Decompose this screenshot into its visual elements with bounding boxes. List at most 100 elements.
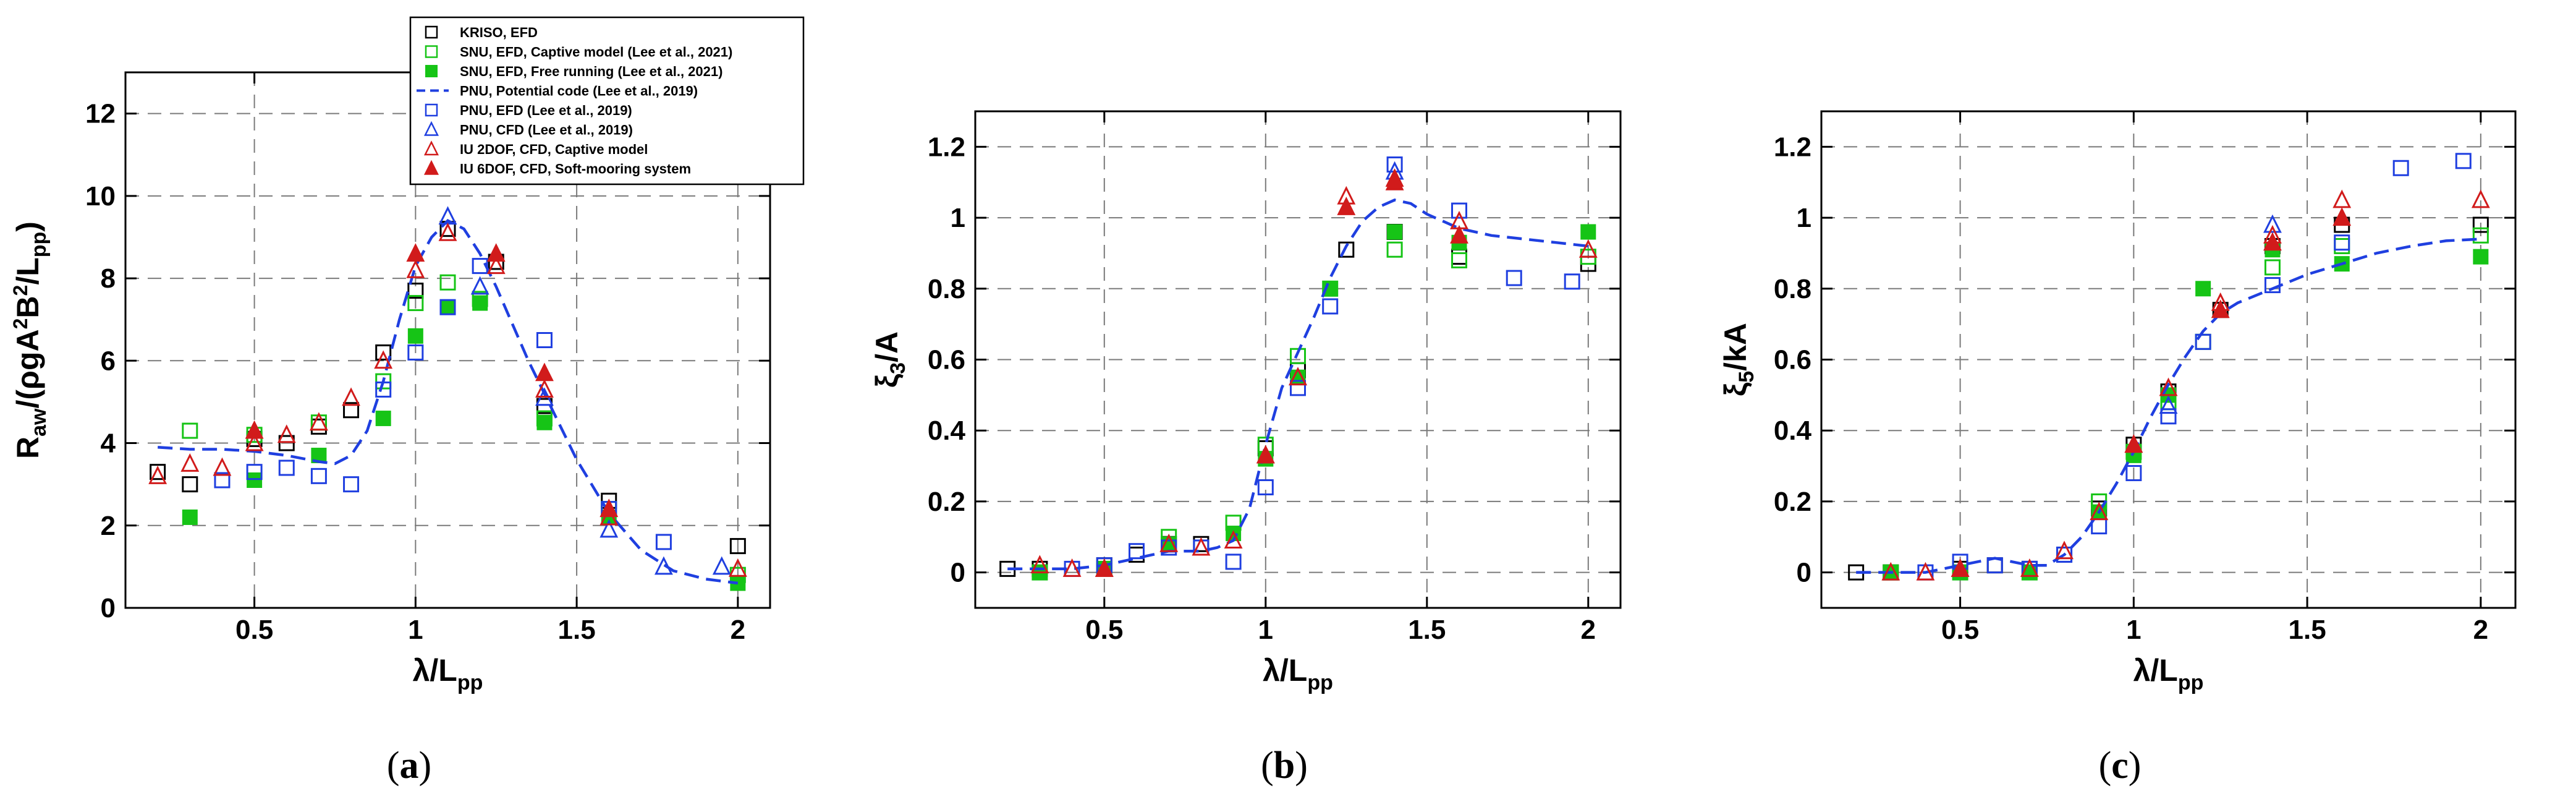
panel-label: (c) xyxy=(2099,745,2142,787)
data-point xyxy=(148,465,167,484)
x-tick-label: 1 xyxy=(1258,615,1273,645)
data-point xyxy=(2472,216,2489,233)
y-axis-label-main: R xyxy=(11,437,45,459)
data-point xyxy=(1322,298,1339,315)
series-3 xyxy=(1883,242,2489,581)
data-point xyxy=(343,402,360,419)
x-tick-label: 1.5 xyxy=(558,615,596,645)
chart-panel-2: 0.5 1 1.5 2 0 0.2 0.4 0.6 0.8 1 1.2 λ/Lpp ξ3/A (b) xyxy=(870,110,1622,787)
data-point xyxy=(1290,380,1306,396)
x-tick-label: 0.5 xyxy=(1085,615,1123,645)
data-point xyxy=(2211,299,2230,318)
panel-label-letter: a xyxy=(400,745,419,787)
legend-label: PNU, EFD (Lee et al., 2019) xyxy=(460,103,632,118)
series-6 xyxy=(1289,161,1404,386)
legend-item: SNU, EFD, Free running (Lee et al., 2021… xyxy=(425,64,722,79)
y-axis-label-rest: /kA xyxy=(1718,323,1753,371)
data-point xyxy=(1224,530,1243,549)
x-axis-label: λ/Lpp xyxy=(413,653,483,694)
data-point xyxy=(406,259,425,278)
data-point xyxy=(2334,234,2350,251)
series-7 xyxy=(148,222,747,577)
series-8 xyxy=(245,243,619,518)
data-point xyxy=(440,299,455,315)
series-5 xyxy=(1064,156,1580,577)
series-2 xyxy=(1883,227,2489,581)
data-point xyxy=(470,276,489,295)
data-point xyxy=(1161,539,1177,556)
series-3 xyxy=(182,295,746,591)
x-axis-label-main: λ/L xyxy=(413,653,457,688)
legend-box xyxy=(409,16,805,186)
data-point xyxy=(2159,377,2178,396)
y-tick-label: 6 xyxy=(101,346,116,376)
data-point xyxy=(1289,367,1307,386)
data-point xyxy=(728,558,747,577)
data-point xyxy=(1159,533,1179,552)
y-tick-label: 0.2 xyxy=(1774,487,1811,517)
series-line xyxy=(158,219,739,585)
data-point xyxy=(1129,543,1145,560)
data-point xyxy=(1506,270,1522,286)
panel-label-letter: c xyxy=(2111,745,2129,787)
x-tick-label: 2 xyxy=(1581,615,1596,645)
series-8 xyxy=(1951,207,2352,577)
y-tick-label: 4 xyxy=(101,429,116,459)
y-axis-label-sub: aw xyxy=(27,408,51,437)
data-point xyxy=(2332,207,2352,226)
data-point xyxy=(2263,232,2282,251)
x-tick-label: 2 xyxy=(2473,615,2488,645)
data-point xyxy=(1257,479,1274,495)
data-point xyxy=(1916,561,1935,581)
data-point xyxy=(1385,171,1404,190)
data-point xyxy=(1451,202,1467,219)
series-line xyxy=(1007,199,1589,571)
data-point xyxy=(1881,561,1900,581)
x-tick-label: 2 xyxy=(731,615,745,645)
y-axis-label: Raw/(ρgA2B2/Lpp) xyxy=(9,221,51,459)
y-axis-label-tail: /L xyxy=(11,257,45,284)
data-point xyxy=(2195,333,2211,350)
data-point xyxy=(1451,249,1467,265)
y-axis-label-sub: 3 xyxy=(886,362,910,374)
panel-label-close: ) xyxy=(419,745,432,787)
y-tick-label: 0.8 xyxy=(1774,274,1811,304)
data-point xyxy=(374,350,393,369)
legend-item: KRISO, EFD xyxy=(425,25,538,40)
y-tick-label: 0 xyxy=(951,558,965,588)
data-point xyxy=(1986,557,2003,574)
data-point xyxy=(2472,227,2489,244)
data-point xyxy=(600,498,619,518)
y-tick-label: 1.2 xyxy=(928,132,965,162)
data-point xyxy=(1030,555,1049,574)
data-point xyxy=(245,420,264,439)
y-tick-label: 12 xyxy=(85,99,116,129)
data-point xyxy=(309,412,328,431)
panel-label-open: ( xyxy=(2099,745,2112,787)
legend-label: SNU, EFD, Free running (Lee et al., 2021… xyxy=(460,64,722,79)
legend-item: IU 2DOF, CFD, Captive model xyxy=(423,140,648,157)
legend-square-filled-icon xyxy=(425,65,438,77)
data-point xyxy=(246,464,263,480)
data-point xyxy=(180,453,200,472)
data-point xyxy=(2264,259,2281,276)
y-axis-label: ξ3/A xyxy=(870,331,910,388)
data-point xyxy=(1578,239,1598,258)
panel-label-close: ) xyxy=(2129,745,2142,787)
data-point xyxy=(343,476,360,493)
series-4 xyxy=(1007,199,1589,571)
data-point xyxy=(712,556,731,575)
data-point xyxy=(600,519,619,538)
data-point xyxy=(2455,153,2472,169)
data-point xyxy=(278,459,295,476)
x-axis-label: λ/Lpp xyxy=(1263,653,1333,694)
data-point xyxy=(2264,277,2281,294)
y-tick-label: 1.2 xyxy=(1774,132,1811,162)
y-axis-label-rest: /A xyxy=(870,331,904,362)
chart-panel-3: 0.5 1 1.5 2 0 0.2 0.4 0.6 0.8 1 1.2 λ/Lpp ξ5/kA (c) xyxy=(1718,110,2517,787)
legend-square-icon xyxy=(425,25,438,39)
x-tick-label: 1.5 xyxy=(2289,615,2326,645)
data-point xyxy=(375,373,392,390)
data-point xyxy=(1450,224,1468,244)
y-tick-label: 2 xyxy=(101,511,116,541)
